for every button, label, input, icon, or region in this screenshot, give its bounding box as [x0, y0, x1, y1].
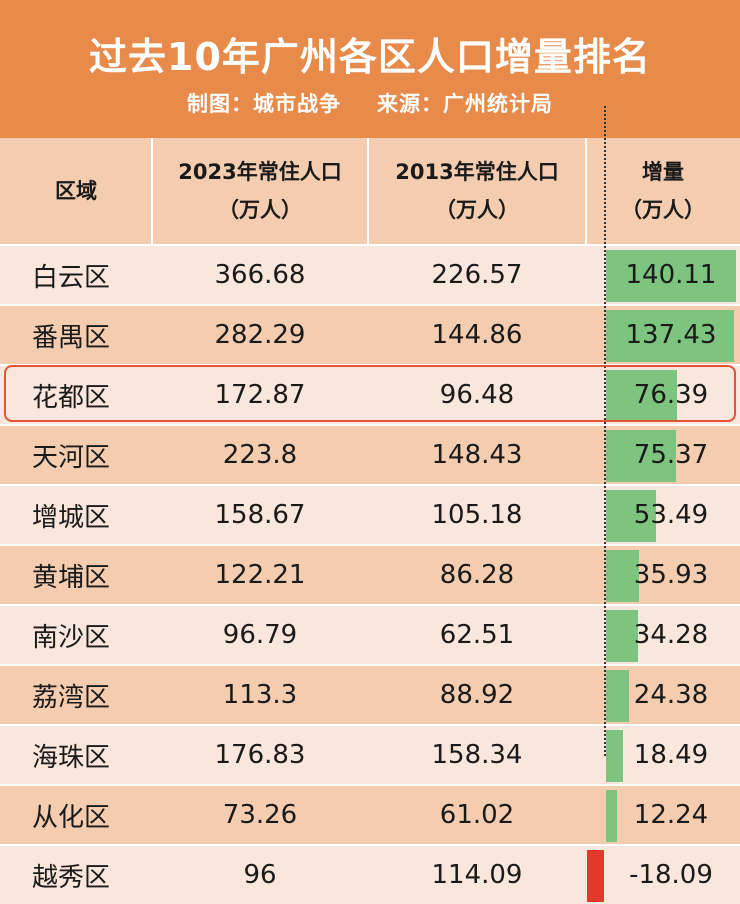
- pop2023-cell: 366.68: [214, 260, 306, 290]
- title-banner: 过去10年广州各区人口增量排名 制图：城市战争 来源：广州统计局: [0, 0, 740, 138]
- pop2013-cell: 226.57: [431, 260, 523, 290]
- page-title: 过去10年广州各区人口增量排名: [89, 35, 651, 79]
- increase-bar: [606, 730, 624, 782]
- pop2023-cell: 282.29: [214, 320, 306, 350]
- increase-value-label: 53.49: [633, 500, 709, 530]
- increase-value-label: 75.37: [633, 440, 709, 470]
- increase-value-label: 12.24: [633, 800, 709, 830]
- pop2013-cell: 148.43: [431, 440, 523, 470]
- increase-bar: [606, 790, 618, 842]
- district-cell: 从化区: [32, 802, 111, 833]
- increase-bar: [606, 370, 677, 422]
- table-row: 海珠区 176.83 158.34 18.49: [0, 724, 740, 784]
- table-row: 从化区 73.26 61.02 12.24: [0, 784, 740, 844]
- credit-made: 制图：城市战争: [187, 92, 341, 116]
- increase-value-label: 24.38: [633, 680, 709, 710]
- increase-bar: [606, 310, 734, 362]
- district-cell: 天河区: [32, 442, 111, 473]
- pop2013-cell: 114.09: [431, 860, 523, 890]
- pop2023-cell: 73.26: [222, 800, 298, 830]
- district-cell: 海珠区: [32, 742, 111, 773]
- header-district: 区域: [55, 179, 97, 203]
- district-cell: 花都区: [32, 382, 111, 413]
- district-cell: 黄埔区: [32, 562, 111, 593]
- increase-value-label: 35.93: [633, 560, 709, 590]
- increase-value-label: 140.11: [625, 260, 717, 290]
- pop2013-cell: 96.48: [439, 380, 515, 410]
- pop2013-cell: 86.28: [439, 560, 515, 590]
- district-cell: 番禺区: [32, 322, 111, 353]
- table-header-row: 区域 2023年常住人口 （万人） 2013年常住人口 （万人） 增量 （万人）: [0, 138, 740, 244]
- pop2013-cell: 158.34: [431, 740, 523, 770]
- increase-value-label: 137.43: [625, 320, 717, 350]
- table-row: 南沙区 96.79 62.51 34.28: [0, 604, 740, 664]
- increase-bar: [606, 550, 640, 602]
- pop2013-cell: 62.51: [439, 620, 515, 650]
- table-row: 越秀区 96 114.09 -18.09: [0, 844, 740, 904]
- district-cell: 南沙区: [32, 622, 111, 653]
- district-cell: 增城区: [32, 502, 111, 533]
- increase-bar: [606, 250, 736, 302]
- pop2013-cell: 88.92: [439, 680, 515, 710]
- header-increase: 增量 （万人）: [621, 160, 705, 222]
- increase-bar: [606, 670, 629, 722]
- increase-value-label: 18.49: [633, 740, 709, 770]
- subtitle: 制图：城市战争 来源：广州统计局: [0, 88, 740, 118]
- table-row: 天河区 223.8 148.43 75.37: [0, 424, 740, 484]
- pop2023-cell: 158.67: [214, 500, 306, 530]
- table-row: 白云区 366.68 226.57 140.11: [0, 244, 740, 304]
- table-row: 番禺区 282.29 144.86 137.43: [0, 304, 740, 364]
- pop2023-cell: 113.3: [222, 680, 298, 710]
- increase-value-label: -18.09: [629, 860, 713, 890]
- district-cell: 荔湾区: [32, 682, 111, 713]
- increase-value-label: 34.28: [633, 620, 709, 650]
- increase-bar: [606, 610, 638, 662]
- table-row: 花都区 172.87 96.48 76.39: [0, 364, 740, 424]
- increase-value-label: 76.39: [633, 380, 709, 410]
- increase-bar: [587, 850, 604, 902]
- pop2013-cell: 144.86: [431, 320, 523, 350]
- district-cell: 越秀区: [32, 862, 111, 893]
- pop2023-cell: 223.8: [222, 440, 298, 470]
- header-pop2023: 2023年常住人口 （万人）: [178, 160, 342, 222]
- pop2013-cell: 105.18: [431, 500, 523, 530]
- pop2023-cell: 96: [243, 860, 277, 890]
- pop2013-cell: 61.02: [439, 800, 515, 830]
- increase-bar: [606, 430, 676, 482]
- table-row: 黄埔区 122.21 86.28 35.93: [0, 544, 740, 604]
- increase-bar: [606, 490, 656, 542]
- district-cell: 白云区: [32, 262, 111, 293]
- credit-source: 来源：广州统计局: [377, 92, 553, 116]
- table-row: 荔湾区 113.3 88.92 24.38: [0, 664, 740, 724]
- bar-axis-line: [604, 106, 606, 756]
- pop2023-cell: 172.87: [214, 380, 306, 410]
- pop2023-cell: 122.21: [214, 560, 306, 590]
- table-row: 增城区 158.67 105.18 53.49: [0, 484, 740, 544]
- pop2023-cell: 176.83: [214, 740, 306, 770]
- pop2023-cell: 96.79: [222, 620, 298, 650]
- header-pop2013: 2013年常住人口 （万人）: [395, 160, 559, 222]
